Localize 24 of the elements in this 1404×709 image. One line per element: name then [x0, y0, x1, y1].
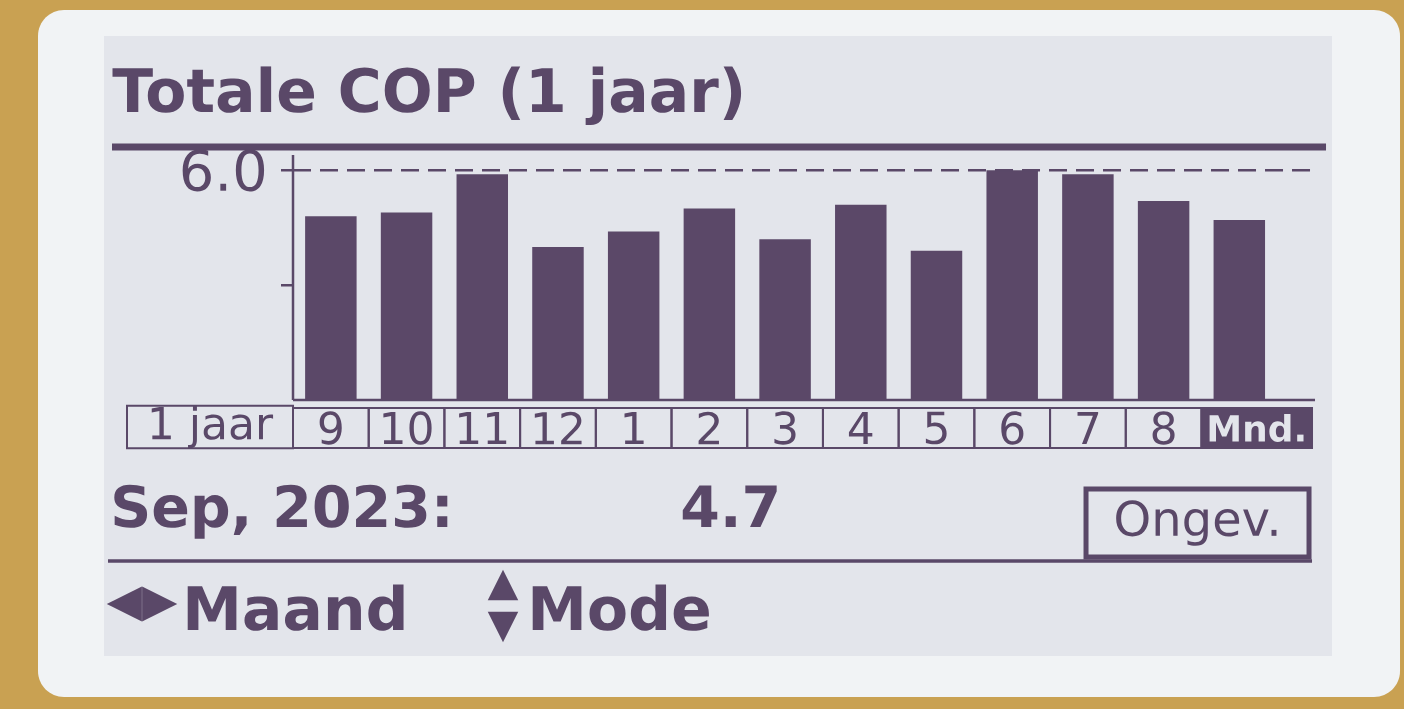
text: Ongev. — [1116, 500, 1277, 546]
x-tick-label: 10 — [383, 411, 432, 445]
text: ◀▶ — [106, 586, 178, 622]
x-tick-label: 7 — [1077, 411, 1099, 445]
y-tick-label: 6.0 — [182, 149, 265, 192]
x-tick-label: 1 — [624, 411, 644, 445]
x-tick-label: 8 — [1152, 411, 1175, 445]
text: ▲ — [487, 569, 519, 601]
x-tick-label: 12 — [534, 411, 582, 445]
text: Sep, 2023: — [114, 484, 448, 539]
x-tick-label: 5 — [925, 411, 947, 445]
chart-title: Totale COP (1 jaar) — [112, 66, 742, 125]
text: ▼ — [487, 611, 519, 643]
x-tick-label: 3 — [774, 411, 796, 445]
text: 1 jaar — [151, 405, 274, 449]
x-tick-label: 2 — [698, 411, 719, 445]
x-tick-label: Mnd. — [1209, 414, 1304, 442]
text: Maand — [187, 584, 404, 631]
x-tick-label: 9 — [319, 411, 342, 445]
text: 4.7 — [682, 485, 777, 528]
text: Mode — [532, 584, 709, 631]
x-tick-label: 11 — [459, 411, 507, 445]
x-tick-label: 6 — [1001, 411, 1024, 445]
x-tick-label: 4 — [848, 411, 873, 445]
